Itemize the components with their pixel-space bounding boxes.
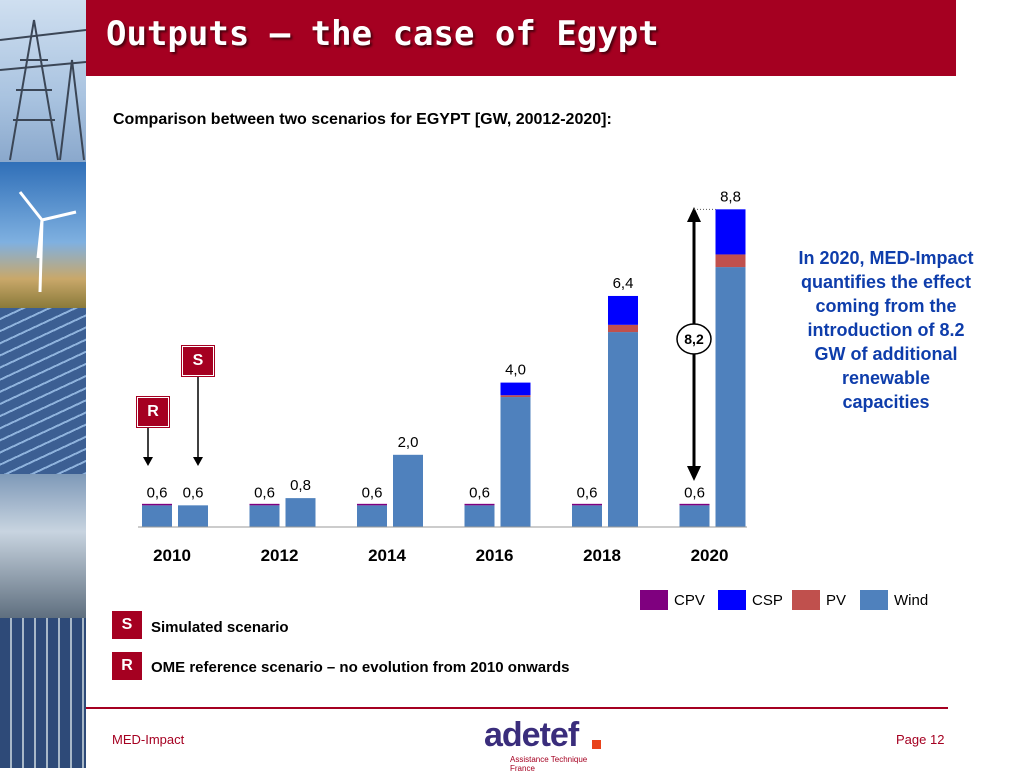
bar-2018-S-csp <box>608 295 638 325</box>
bar-2020-R-wind <box>679 505 710 527</box>
r-marker-arrow-head <box>143 457 153 466</box>
footer-project-name: MED-Impact <box>112 732 185 747</box>
bar-2012-S-wind <box>285 498 316 527</box>
legend-swatch-pv <box>792 590 820 610</box>
legend-swatch-wind <box>860 590 888 610</box>
solar-panel-image <box>0 308 86 474</box>
difference-arrow-head-up <box>687 207 701 222</box>
bar-2014-R-cap <box>357 503 387 506</box>
title-bar: Outputs – the case of Egypt <box>86 0 956 76</box>
bar-2014-S-wind <box>393 454 423 527</box>
bar-2018-R-wind <box>572 505 602 527</box>
bar-total-label-2016-S: 4,0 <box>505 362 526 379</box>
bar-2018-S-pv <box>608 324 638 333</box>
callout-text: In 2020, MED-Impact quantifies the effec… <box>798 248 974 412</box>
scenario-s-marker: S <box>182 346 214 376</box>
chart-subtitle: Comparison between two scenarios for EGY… <box>113 111 612 128</box>
bar-2020-S-csp <box>715 209 746 255</box>
logo-dot <box>592 740 601 749</box>
difference-arrow-head-down <box>687 466 701 481</box>
bar-total-label-2018-S: 6,4 <box>613 275 634 292</box>
bar-2016-S-csp <box>500 382 531 396</box>
adetef-logo: adetef Assistance Technique France <box>484 716 608 773</box>
legend-swatch-csp <box>718 590 746 610</box>
legend-label-cpv: CPV <box>674 592 705 609</box>
page-title: Outputs – the case of Egypt <box>106 14 659 54</box>
page-number: Page 12 <box>896 732 945 747</box>
bar-2016-S-wind <box>500 397 531 527</box>
bar-2012-R-cap <box>249 503 280 506</box>
bar-2016-S-pv <box>500 395 531 398</box>
wind-turbine-image <box>0 162 86 308</box>
decorative-photo-strip <box>0 0 86 768</box>
key-badge-s: S <box>112 611 142 639</box>
footer-divider <box>86 707 948 709</box>
x-tick-label-2018: 2018 <box>583 546 621 565</box>
bar-total-label-2014-S: 2,0 <box>398 434 419 451</box>
bar-2020-S-wind <box>715 267 746 527</box>
solar-mirror-image <box>0 474 86 618</box>
x-tick-label-2016: 2016 <box>476 546 514 565</box>
bar-2010-S-wind <box>178 505 208 527</box>
bar-total-label-2018-R: 0,6 <box>577 484 598 501</box>
chart-legend: CPV CSP PV Wind <box>640 590 950 610</box>
power-pylon-image <box>0 0 86 162</box>
x-tick-label-2014: 2014 <box>368 546 406 565</box>
legend-label-wind: Wind <box>894 592 929 609</box>
x-tick-label-2010: 2010 <box>153 546 191 565</box>
bar-total-label-2010-S: 0,6 <box>183 484 204 501</box>
bar-total-label-2014-R: 0,6 <box>362 484 383 501</box>
legend-label-csp: CSP <box>752 592 783 609</box>
bar-2018-S-wind <box>608 332 638 527</box>
difference-label-circle <box>676 323 712 355</box>
bar-2014-R-wind <box>357 505 387 527</box>
bar-2016-R-cap <box>464 503 495 506</box>
bar-2020-R-cap <box>679 503 710 506</box>
bar-total-label-2016-R: 0,6 <box>469 484 490 501</box>
bar-total-label-2012-R: 0,6 <box>254 484 275 501</box>
legend-label-pv: PV <box>826 592 847 609</box>
logo-wordmark: adetef <box>484 716 579 754</box>
bar-total-label-2020-S: 8,8 <box>720 188 741 205</box>
solar-field-image <box>0 618 86 768</box>
bar-2010-R-wind <box>142 505 172 527</box>
legend-swatch-cpv <box>640 590 668 610</box>
difference-label: 8,2 <box>684 331 704 347</box>
bar-total-label-2012-S: 0,8 <box>290 477 311 494</box>
bar-total-label-2020-R: 0,6 <box>684 484 705 501</box>
logo-tagline: Assistance Technique France <box>510 755 588 773</box>
key-badge-r: R <box>112 652 142 680</box>
bar-total-label-2010-R: 0,6 <box>147 484 168 501</box>
bar-2010-R-cap <box>142 503 172 506</box>
x-tick-label-2020: 2020 <box>691 546 729 565</box>
s-marker-arrow-head <box>193 457 203 466</box>
key-label-reference: OME reference scenario – no evolution fr… <box>151 659 570 676</box>
key-label-simulated: Simulated scenario <box>151 619 289 636</box>
scenario-r-marker: R <box>137 397 169 427</box>
wind-turbine-icon <box>18 191 77 293</box>
bar-2016-R-wind <box>464 505 495 527</box>
bar-2020-S-pv <box>715 254 746 268</box>
bar-2018-R-cap <box>572 503 602 506</box>
bar-2012-R-wind <box>249 505 280 527</box>
pylon-icon <box>0 19 86 161</box>
x-tick-label-2012: 2012 <box>261 546 299 565</box>
